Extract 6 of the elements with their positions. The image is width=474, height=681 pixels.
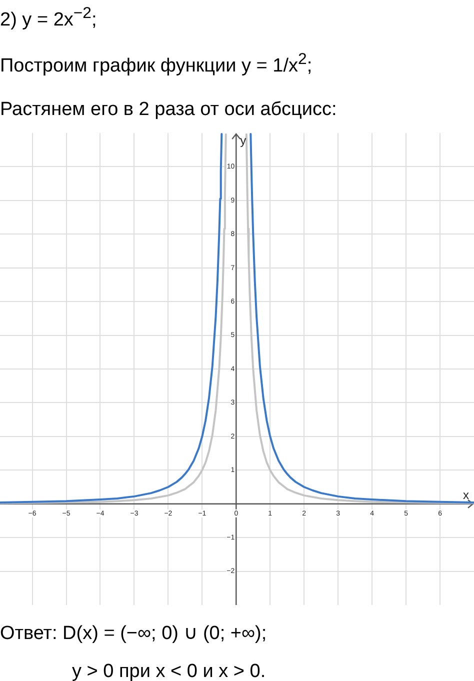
chart-subtitle: Построим график функции y = 1/x$^{2}$; Растянем его в 2 раза от оси абсцисс: <box>0 50 337 122</box>
chart-title: 2) y = 2x$^{−2}$; <box>0 4 97 32</box>
y-axis-title: y <box>240 133 246 148</box>
text: Ответ: D(x) = (−∞; 0) ∪ (0; +∞); <box>0 622 267 646</box>
text: y > 0 при x < 0 и x > 0. <box>72 660 266 681</box>
x-axis-title: x <box>463 488 469 502</box>
